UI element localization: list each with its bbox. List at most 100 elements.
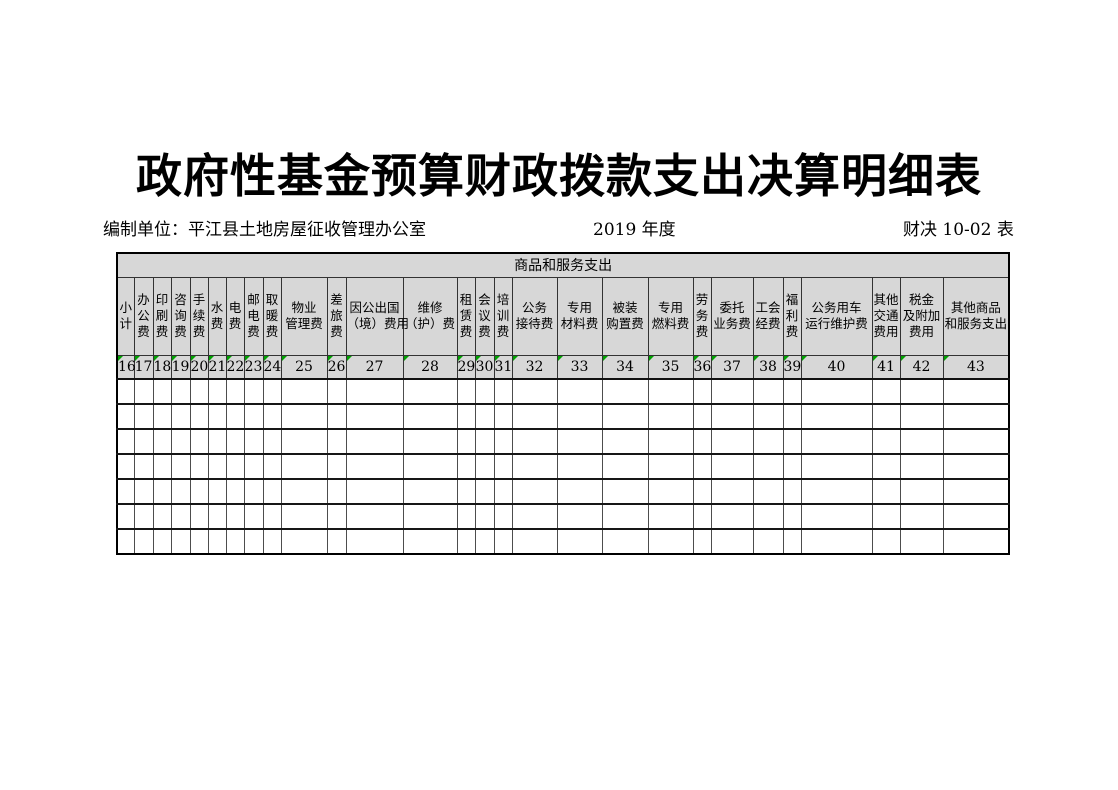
data-cell — [647, 403, 694, 430]
column-code-35: 35 — [647, 354, 694, 380]
data-cell — [474, 378, 495, 405]
data-cell — [402, 478, 458, 505]
data-cell — [170, 428, 191, 455]
data-cell — [474, 478, 495, 505]
column-header-42: 税金 及附加 费用 — [899, 276, 944, 356]
data-cell — [601, 503, 649, 530]
data-cell — [601, 428, 649, 455]
data-cell — [752, 378, 784, 405]
compiling-unit-text: 编制单位：平江县土地房屋征收管理办公室 — [103, 220, 426, 240]
table-row — [116, 428, 1010, 455]
data-cell — [800, 528, 873, 555]
data-cell — [782, 478, 802, 505]
cell-corner-triangle-icon — [244, 355, 250, 361]
data-cell — [133, 478, 154, 505]
data-cell — [243, 453, 264, 480]
data-cell — [262, 528, 282, 555]
column-code-23: 23 — [243, 354, 264, 380]
data-cell — [116, 403, 135, 430]
cell-corner-triangle-icon — [900, 355, 906, 361]
data-cell — [474, 428, 495, 455]
data-cell — [170, 378, 191, 405]
data-cell — [225, 453, 245, 480]
column-header-38: 工会 经费 — [752, 276, 784, 356]
data-cell — [207, 528, 227, 555]
data-cell — [556, 428, 603, 455]
data-cell — [782, 378, 802, 405]
data-cell — [345, 428, 404, 455]
data-cell — [456, 378, 476, 405]
column-code-34: 34 — [601, 354, 649, 380]
data-cell — [326, 453, 347, 480]
data-cell — [511, 478, 558, 505]
column-code-31: 31 — [493, 354, 513, 380]
data-cell — [189, 378, 209, 405]
data-cell — [116, 453, 135, 480]
data-cell — [800, 478, 873, 505]
data-cell — [189, 428, 209, 455]
cell-corner-triangle-icon — [190, 355, 196, 361]
data-cell — [752, 453, 784, 480]
data-cell — [243, 478, 264, 505]
data-cell — [692, 428, 712, 455]
data-cell — [189, 503, 209, 530]
data-cell — [456, 503, 476, 530]
data-cell — [207, 403, 227, 430]
page-title: 政府性基金预算财政拨款支出决算明细表 — [136, 149, 982, 203]
table-row — [116, 478, 1010, 505]
data-cell — [170, 503, 191, 530]
data-cell — [133, 403, 154, 430]
data-cell — [800, 403, 873, 430]
data-cell — [942, 503, 1010, 530]
group-header-cell: 商品和服务支出 — [116, 252, 1010, 278]
data-cell — [899, 428, 944, 455]
data-cell — [752, 478, 784, 505]
column-header-43: 其他商品 和服务支出 — [942, 276, 1010, 356]
column-header-19: 咨 询 费 — [170, 276, 191, 356]
column-code-19: 19 — [170, 354, 191, 380]
data-cell — [871, 528, 901, 555]
column-header-32: 公务 接待费 — [511, 276, 558, 356]
column-header-20: 手 续 费 — [189, 276, 209, 356]
data-cell — [225, 378, 245, 405]
data-cell — [189, 453, 209, 480]
data-cell — [326, 528, 347, 555]
data-cell — [152, 378, 172, 405]
data-cell — [207, 453, 227, 480]
cell-corner-triangle-icon — [327, 355, 333, 361]
data-cell — [601, 378, 649, 405]
data-cell — [225, 478, 245, 505]
data-cell — [782, 428, 802, 455]
data-cell — [601, 453, 649, 480]
data-cell — [262, 503, 282, 530]
column-code-29: 29 — [456, 354, 476, 380]
data-cell — [871, 453, 901, 480]
column-code-30: 30 — [474, 354, 495, 380]
data-cell — [280, 403, 328, 430]
data-cell — [871, 428, 901, 455]
data-cell — [710, 503, 754, 530]
table-row — [116, 453, 1010, 480]
data-cell — [899, 503, 944, 530]
form-number-text: 财决 10-02 表 — [903, 220, 1014, 240]
column-header-31: 培 训 费 — [493, 276, 513, 356]
data-cell — [942, 428, 1010, 455]
fiscal-year-text: 2019 年度 — [593, 220, 676, 240]
data-cell — [493, 528, 513, 555]
data-cell — [133, 453, 154, 480]
data-cell — [225, 503, 245, 530]
column-header-18: 印 刷 费 — [152, 276, 172, 356]
data-cell — [556, 453, 603, 480]
data-cell — [262, 453, 282, 480]
data-cell — [800, 503, 873, 530]
table-row — [116, 503, 1010, 530]
data-cell — [899, 478, 944, 505]
data-cell — [456, 428, 476, 455]
data-cell — [692, 478, 712, 505]
column-header-34: 被装 购置费 — [601, 276, 649, 356]
data-cell — [601, 478, 649, 505]
data-cell — [556, 478, 603, 505]
data-cell — [800, 453, 873, 480]
data-cell — [800, 428, 873, 455]
data-cell — [942, 478, 1010, 505]
